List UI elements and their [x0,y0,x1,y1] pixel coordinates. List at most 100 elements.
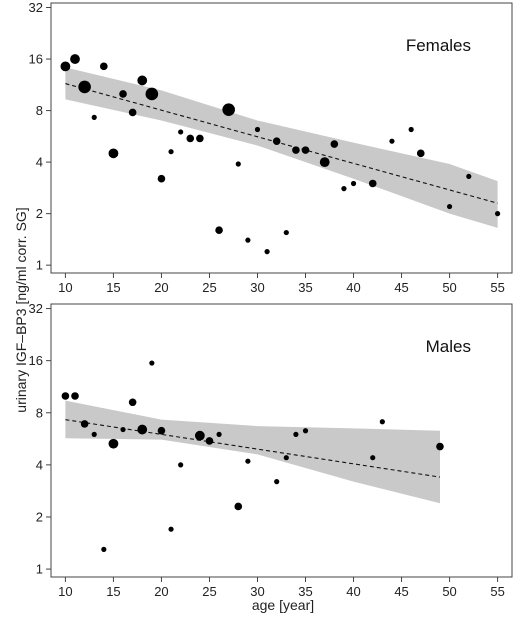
panel-1-data-point [60,61,71,72]
panel-2-x-tick-label: 35 [298,584,312,599]
panel-2-data-point [205,437,214,445]
panel-1-x-tick-label: 15 [106,280,120,295]
panel-1-data-point [330,140,339,148]
panel-1-data-point [368,179,377,188]
panel-2-data-point [370,455,376,461]
panel-2-data-point [101,546,107,552]
panel-2-x-tick-label: 45 [394,584,408,599]
panel-1-data-point [350,180,357,187]
panel-1-x-tick-label: 20 [154,280,168,295]
x-axis-label: age [year] [252,597,314,613]
panel-2-y-tick-label: 4 [36,457,43,472]
panel-1-data-point [319,157,330,168]
panel-1-y-tick-label: 1 [36,258,43,273]
panel-2-title: Males [426,337,471,356]
panel-1-y-tick-label: 4 [36,155,43,170]
panel-2-y-tick-label: 1 [36,562,43,577]
panel-2-data-point [245,458,251,464]
panel-2-x-tick-label: 30 [250,584,264,599]
panel-2-y-tick-label: 32 [29,301,43,316]
panel-1-data-point [145,87,159,101]
panel-2-data-point [120,426,126,433]
panel-2-data-point [128,398,137,407]
panel-1-y-tick-label: 32 [29,0,43,15]
panel-1-data-point [78,80,91,94]
panel-1-title: Females [406,36,471,55]
panel-1-x-tick-label: 55 [490,280,504,295]
panel-1-data-point [245,237,251,243]
panel-1-data-point [222,103,235,116]
panel-1-data-point [389,138,395,144]
panel-2-data-point [108,438,119,449]
panel-1-x-tick-label: 30 [250,280,264,295]
panel-1-data-point [254,126,261,133]
panel-1-data-point [283,229,289,236]
panel-2-x-tick-label: 40 [346,584,360,599]
panel-2-data-point [293,431,299,437]
panel-2-x-tick-label: 10 [58,584,72,599]
panel-2-data-point [302,428,309,434]
panel-1-data-point [196,134,204,143]
panel-1-data-point [215,226,223,235]
panel-2-x-tick-label: 50 [442,584,456,599]
panel-1-trend-line [65,83,498,204]
panel-2-data-point [283,455,289,461]
panel-1-data-point [100,62,108,71]
panel-1-y-tick-label: 8 [36,103,43,118]
panel-1-data-point [408,126,414,133]
y-axis-label: urinary IGF–BP3 [ng/ml corr. SG] [13,207,29,412]
panel-1-data-point [494,211,501,217]
panel-1-data-point [235,161,241,167]
panel-1-data-point [168,149,174,155]
panel-1-data-point [301,146,310,154]
panel-2-x-tick-label: 25 [202,584,216,599]
panel-2-data-point [149,360,155,366]
panel-2-frame [50,303,513,578]
panel-2-data-point [436,442,444,451]
panel-2-data-point [157,426,166,435]
panel-2-x-tick-label: 20 [154,584,168,599]
panel-2-y-tick-label: 2 [36,509,43,524]
panel-1-data-point [91,114,97,120]
panel-1-confidence-band [65,67,498,228]
panel-1-data-point [466,173,472,180]
panel-1-data-point [264,249,270,255]
panel-1-data-point [137,75,148,86]
panel-2-data-point [379,419,385,425]
panel-1-data-point [272,137,281,145]
panel-2-data-point [91,431,97,437]
panel-2-data-point [234,502,243,511]
panel-1-data-point [128,108,137,117]
panel-1-x-tick-label: 10 [58,280,72,295]
panel-1-x-tick-label: 50 [442,280,456,295]
panel-2-trend-line [65,419,441,478]
panel-2-data-point [137,424,148,435]
panel-1-data-point [178,129,184,135]
panel-2-data-point [71,392,79,400]
panel-1-data-point [119,90,127,98]
panel-1-data-point [416,149,425,158]
panel-2-data-point [61,392,70,400]
panel-1-x-tick-label: 35 [298,280,312,295]
panel-1-data-point [108,148,119,159]
panel-2-x-tick-label: 55 [490,584,504,599]
panel-1-data-point [446,203,453,210]
panel-1-data-point [157,174,166,183]
panel-1-x-tick-label: 25 [202,280,216,295]
panel-2-x-tick-label: 15 [106,584,120,599]
panel-2-data-point [80,420,89,428]
panel-2-y-tick-label: 8 [36,405,43,420]
panel-2-data-point [194,430,205,441]
panel-2-data-point [216,431,222,437]
panel-1-data-point [292,146,300,154]
panel-2-data-point [274,479,280,485]
panel-2-data-point [178,462,184,468]
panel-1-x-tick-label: 45 [394,280,408,295]
panel-2-y-tick-label: 16 [29,353,43,368]
panel-1-frame [50,2,513,274]
panel-1-data-point [186,134,195,143]
panel-1-y-tick-label: 2 [36,206,43,221]
panel-1-data-point [70,54,80,64]
panel-1-data-point [341,186,347,192]
